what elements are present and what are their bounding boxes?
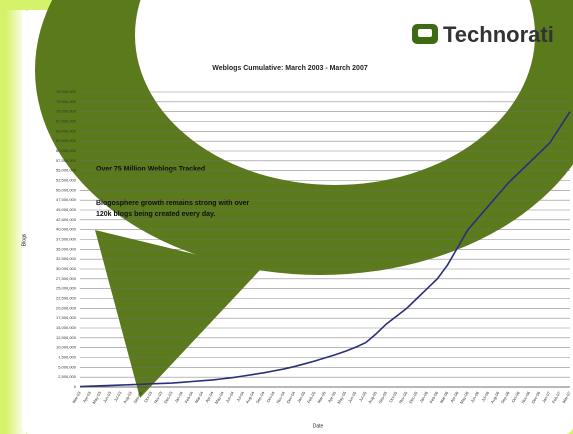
annotation: Over 75 Million Weblogs Tracked bbox=[96, 166, 205, 173]
x-tick-label: Aug-06 bbox=[490, 390, 501, 404]
y-tick-label: 50,000,000 bbox=[56, 187, 77, 192]
x-tick-label: Sep-06 bbox=[500, 390, 511, 404]
y-tick-label: 37,500,000 bbox=[56, 237, 77, 242]
y-tick-label: 55,000,000 bbox=[56, 168, 77, 173]
y-tick-label: 40,000,000 bbox=[56, 227, 77, 232]
x-tick-label: Jul-04 bbox=[235, 390, 245, 403]
y-tick-label: 5,000,000 bbox=[58, 364, 77, 369]
y-tick-label: 30,000,000 bbox=[56, 266, 77, 271]
x-tick-label: Apr-06 bbox=[449, 390, 460, 404]
y-tick-label: 75,000,000 bbox=[56, 89, 77, 94]
y-tick-label: 7,500,000 bbox=[58, 355, 77, 360]
x-tick-label: Jan-04 bbox=[173, 390, 184, 404]
y-tick-label: 52,500,000 bbox=[56, 178, 77, 183]
x-tick-label: Jan-06 bbox=[418, 390, 429, 404]
y-tick-label: 57,500,000 bbox=[56, 158, 77, 163]
background-fade bbox=[6, 10, 26, 434]
x-tick-label: Aug-04 bbox=[245, 390, 256, 404]
y-tick-label: 47,500,000 bbox=[56, 197, 77, 202]
logo-swoosh-tail bbox=[95, 230, 260, 398]
x-tick-label: Nov-04 bbox=[275, 390, 286, 404]
chart-title: Weblogs Cumulative: March 2003 - March 2… bbox=[212, 65, 368, 72]
x-tick-label: May-06 bbox=[459, 390, 470, 405]
x-tick-label: Oct-03 bbox=[143, 390, 154, 404]
y-tick-label: 32,500,000 bbox=[56, 256, 77, 261]
y-tick-label: 35,000,000 bbox=[56, 246, 77, 251]
x-tick-label: Nov-06 bbox=[520, 390, 531, 404]
brand-icon-inner bbox=[418, 29, 432, 37]
y-tick-label: 62,500,000 bbox=[56, 138, 77, 143]
y-tick-label: 65,000,000 bbox=[56, 128, 77, 133]
x-tick-label: Apr-04 bbox=[204, 390, 215, 404]
x-tick-label: Sep-03 bbox=[132, 390, 143, 404]
y-tick-label: 45,000,000 bbox=[56, 207, 77, 212]
x-tick-label: Dec-06 bbox=[530, 390, 541, 404]
data-line bbox=[79, 111, 571, 388]
logo-swoosh-inner bbox=[135, 0, 535, 185]
x-tick-label: Jun-06 bbox=[469, 390, 480, 404]
x-tick-label: Mar-07 bbox=[561, 390, 572, 404]
x-tick-label: May-04 bbox=[214, 390, 225, 405]
x-tick-label: Jan-05 bbox=[296, 390, 307, 404]
x-tick-label: Dec-04 bbox=[285, 390, 296, 404]
x-tick-label: Mar-05 bbox=[316, 390, 327, 404]
y-tick-label: 10,000,000 bbox=[56, 345, 77, 350]
x-tick-label: Sep-05 bbox=[377, 390, 388, 404]
x-axis-label: Date bbox=[313, 423, 324, 429]
x-tick-label: May-05 bbox=[336, 390, 347, 405]
x-tick-label: Nov-03 bbox=[153, 390, 164, 404]
x-tick-label: Jun-04 bbox=[224, 390, 235, 404]
y-tick-label: 15,000,000 bbox=[56, 325, 77, 330]
x-tick-label: Feb-05 bbox=[306, 390, 317, 404]
annotation: Blogosphere growth remains strong with o… bbox=[96, 200, 250, 207]
x-tick-label: Sep-04 bbox=[255, 390, 266, 404]
x-tick-label: Feb-07 bbox=[551, 390, 562, 404]
x-tick-label: Mar-04 bbox=[194, 390, 205, 404]
y-axis-label: Blogs bbox=[21, 233, 27, 246]
y-tick-label: 42,500,000 bbox=[56, 217, 77, 222]
y-tick-label: 72,500,000 bbox=[56, 99, 77, 104]
y-tick-label: 25,000,000 bbox=[56, 286, 77, 291]
y-tick-label: 2,500,000 bbox=[58, 374, 77, 379]
x-tick-label: Mar-03 bbox=[71, 390, 82, 404]
y-tick-label: 17,500,000 bbox=[56, 315, 77, 320]
x-tick-label: Jul-06 bbox=[480, 390, 490, 403]
y-tick-label: 20,000,000 bbox=[56, 305, 77, 310]
x-tick-label: Jun-05 bbox=[347, 390, 358, 404]
x-tick-label: Feb-04 bbox=[183, 390, 194, 404]
x-tick-label: Oct-05 bbox=[388, 390, 399, 404]
x-tick-label: Apr-05 bbox=[327, 390, 338, 404]
y-tick-label: 60,000,000 bbox=[56, 148, 77, 153]
y-tick-label: 12,500,000 bbox=[56, 335, 77, 340]
x-tick-label: Nov-05 bbox=[398, 390, 409, 404]
x-tick-label: Mar-06 bbox=[439, 390, 450, 404]
y-tick-label: 70,000,000 bbox=[56, 109, 77, 114]
x-tick-label: May-03 bbox=[91, 390, 102, 405]
y-tick-label: 22,500,000 bbox=[56, 296, 77, 301]
x-tick-label: Oct-04 bbox=[265, 390, 276, 404]
y-tick-label: 27,500,000 bbox=[56, 276, 77, 281]
annotation: 120k blogs being created every day. bbox=[96, 211, 215, 218]
x-tick-label: Dec-05 bbox=[408, 390, 419, 404]
x-tick-label: Apr-03 bbox=[82, 390, 93, 404]
x-tick-label: Jul-03 bbox=[113, 390, 123, 403]
x-tick-label: Jan-07 bbox=[541, 390, 552, 404]
y-tick-label: 67,500,000 bbox=[56, 119, 77, 124]
x-tick-label: Aug-03 bbox=[122, 390, 133, 404]
x-tick-label: Feb-06 bbox=[428, 390, 439, 404]
y-tick-label: 0 bbox=[74, 384, 77, 389]
x-tick-label: Aug-05 bbox=[367, 390, 378, 404]
x-tick-label: Oct-06 bbox=[510, 390, 521, 404]
brand: Technorati bbox=[443, 22, 554, 47]
x-tick-label: Jun-03 bbox=[102, 390, 113, 404]
x-tick-label: Dec-03 bbox=[163, 390, 174, 404]
x-tick-label: Jul-05 bbox=[358, 390, 368, 403]
